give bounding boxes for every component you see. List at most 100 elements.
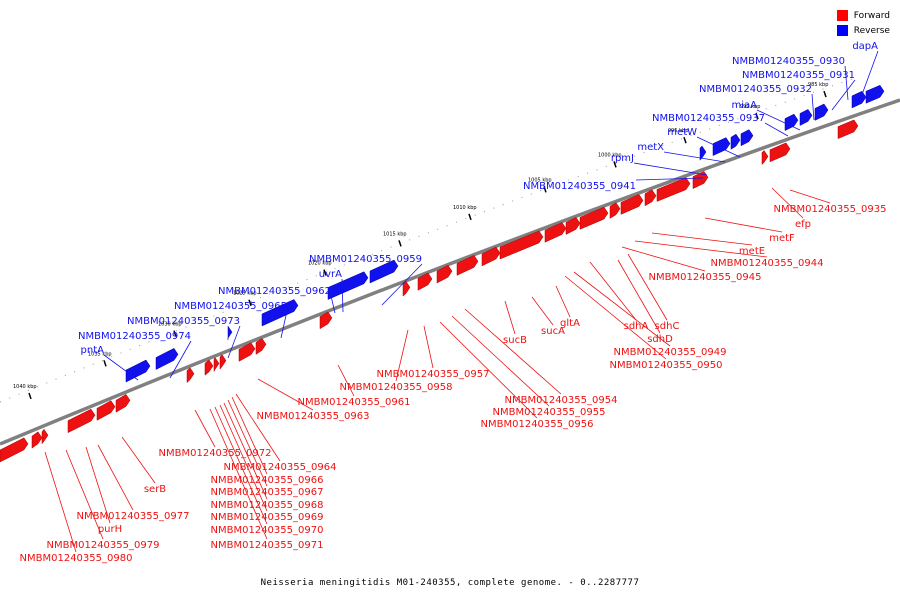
tick-label: 1005 kbp: [528, 177, 552, 183]
tick-mark: [103, 360, 107, 367]
leader-line: [209, 408, 268, 540]
forward-gene: [402, 281, 411, 297]
leader-line: [627, 253, 668, 321]
reverse-gene: [227, 325, 233, 340]
tick-mark: [468, 213, 472, 221]
forward-gene: [417, 272, 433, 291]
reverse-gene-label: NMBM01240355_0937: [652, 113, 765, 124]
legend: Forward Reverse: [836, 8, 890, 38]
forward-gene: [204, 359, 214, 376]
reverse-gene-label: NMBM01240355_0965: [174, 301, 287, 312]
forward-gene-label: NMBM01240355_0957: [377, 369, 490, 380]
leader-line: [219, 404, 268, 512]
leader-line: [227, 325, 241, 359]
tick-label: 1010 kbp: [453, 205, 477, 211]
leader-line: [789, 189, 831, 204]
leader-line: [194, 409, 216, 448]
tick-label: 1015 kbp: [383, 231, 407, 237]
leader-line: [564, 275, 667, 360]
forward-gene: [544, 222, 567, 243]
leader-line: [844, 65, 849, 101]
forward-gene: [609, 202, 621, 219]
tick-mark: [248, 299, 252, 306]
forward-gene: [41, 428, 49, 445]
leader-line: [214, 406, 268, 525]
legend-reverse-label: Reverse: [853, 25, 890, 36]
leader-line: [451, 315, 550, 407]
forward-gene-label: NMBM01240355_0950: [610, 360, 723, 371]
tick-mark: [823, 90, 827, 98]
ruler-arc: [0, 77, 856, 403]
forward-gene-label: sdhD: [647, 334, 673, 345]
forward-gene: [67, 408, 96, 434]
tick-label: 995 kbp: [668, 128, 688, 134]
tick-label: 1020 kbp: [308, 261, 332, 267]
forward-gene: [620, 194, 644, 215]
tick-label: 1030 kbp: [158, 322, 182, 328]
leader-line: [504, 300, 516, 335]
forward-gene-label: NMBM01240355_0970: [211, 525, 324, 536]
forward-gene: [761, 150, 769, 166]
leader-line: [169, 340, 192, 379]
leader-line: [395, 329, 409, 382]
leader-line: [573, 271, 671, 347]
forward-gene: [319, 311, 333, 330]
forward-gene: [644, 189, 657, 207]
tick-label: 1040 kbp: [13, 384, 37, 390]
tick-mark: [323, 269, 327, 276]
reverse-gene-label: pntA: [81, 345, 105, 356]
tick-label: 990 kbp: [740, 104, 760, 110]
leader-line: [811, 93, 815, 121]
leader-line: [634, 240, 768, 258]
forward-gene-label: gltA: [560, 318, 580, 329]
forward-gene-label: NMBM01240355_0967: [211, 487, 324, 498]
forward-gene-label: serB: [144, 484, 166, 495]
backbone-line: [0, 98, 900, 446]
reverse-gene-label: NMBM01240355_0974: [78, 331, 191, 342]
forward-gene: [481, 246, 501, 267]
leader-line: [103, 354, 139, 381]
forward-gene-label: NMBM01240355_0979: [47, 540, 160, 551]
leader-line: [381, 263, 423, 306]
leader-line: [223, 402, 268, 500]
leader-line: [235, 393, 281, 462]
forward-gene: [837, 119, 859, 139]
reverse-gene-label: NMBM01240355_0959: [309, 254, 422, 265]
leader-line: [831, 79, 856, 111]
leader-line: [280, 310, 288, 339]
reverse-gene-label: NMBM01240355_0932: [699, 84, 812, 95]
forward-gene-label: sucB: [503, 335, 527, 346]
leader-line: [330, 295, 336, 314]
tick-mark: [613, 161, 617, 168]
forward-gene: [219, 354, 227, 370]
leader-line: [663, 151, 726, 163]
leader-line: [231, 396, 268, 475]
leader-line: [764, 122, 789, 137]
forward-gene: [31, 431, 43, 449]
leader-line: [65, 449, 104, 540]
map-caption: Neisseria meningitidis M01-240355, compl…: [260, 578, 640, 588]
forward-gene-label: NMBM01240355_0980: [20, 553, 133, 564]
reverse-gene-label: metX: [637, 142, 664, 153]
forward-gene-label: NMBM01240355_0966: [211, 475, 324, 486]
leader-line: [337, 364, 355, 397]
forward-gene: [0, 437, 29, 463]
forward-gene: [656, 177, 691, 202]
forward-gene-label: NMBM01240355_0971: [211, 540, 324, 551]
forward-gene: [186, 367, 195, 384]
reverse-gene-label: NMBM01240355_0931: [742, 70, 855, 81]
reverse-gene: [155, 348, 179, 370]
tick-mark: [683, 136, 687, 144]
forward-gene: [238, 342, 256, 362]
leader-line: [771, 187, 804, 219]
tick-mark: [173, 330, 177, 337]
forward-gene-label: NMBM01240355_0963: [257, 411, 370, 422]
leader-line: [121, 436, 156, 484]
leader-line: [635, 177, 704, 181]
reverse-gene: [814, 103, 829, 121]
forward-gene: [436, 264, 453, 284]
leader-line: [589, 261, 637, 321]
forward-gene-label: NMBM01240355_0958: [340, 382, 453, 393]
forward-gene-label: sdhA: [624, 321, 649, 332]
reverse-gene-label: NMBM01240355_0941: [523, 181, 636, 192]
